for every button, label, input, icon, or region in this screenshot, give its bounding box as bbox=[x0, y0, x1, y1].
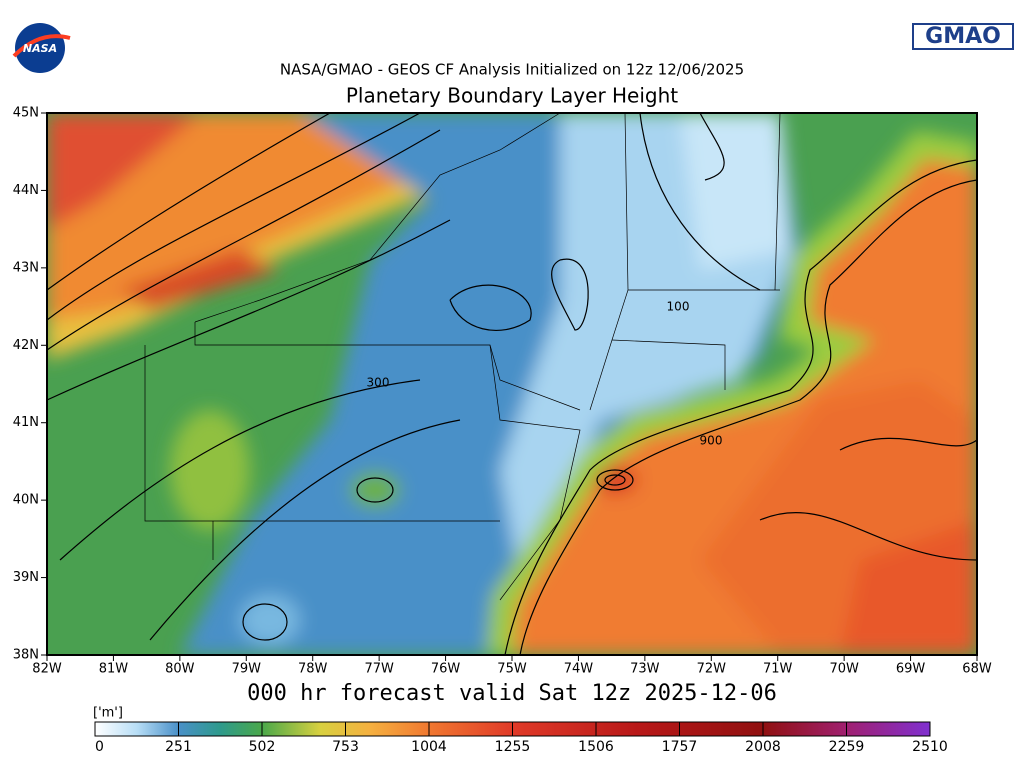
colorbar-label: 1004 bbox=[411, 739, 447, 755]
lat-label: 43N bbox=[13, 260, 39, 275]
lon-label: 79W bbox=[232, 662, 262, 677]
lon-label: 74W bbox=[564, 662, 594, 677]
lon-label: 73W bbox=[630, 662, 660, 677]
subtitle: NASA/GMAO - GEOS CF Analysis Initialized… bbox=[280, 61, 744, 79]
lat-label: 45N bbox=[13, 106, 39, 121]
lon-label: 81W bbox=[99, 662, 129, 677]
title: Planetary Boundary Layer Height bbox=[346, 84, 678, 108]
lon-label: 75W bbox=[497, 662, 527, 677]
lat-label: 41N bbox=[13, 415, 39, 430]
colorbar-label: 753 bbox=[332, 739, 359, 755]
lat-label: 39N bbox=[13, 570, 39, 585]
map-field bbox=[47, 113, 977, 655]
lat-label: 40N bbox=[13, 493, 39, 508]
colorbar-unit: ['m'] bbox=[93, 706, 123, 721]
lon-axis: 82W 81W 80W 79W 78W 77W 76W 75W 74W 73W 72W 71W 70W 6… bbox=[32, 655, 992, 677]
lon-label: 76W bbox=[431, 662, 461, 677]
colorbar-label: 1255 bbox=[495, 739, 531, 755]
contours bbox=[47, 113, 977, 655]
colorbar-label: 2259 bbox=[829, 739, 865, 755]
colorbar-label: 1506 bbox=[578, 739, 614, 755]
valid-time: 000 hr forecast valid Sat 12z 2025-12-06 bbox=[247, 681, 777, 706]
lon-label: 71W bbox=[763, 662, 793, 677]
colorbar-label: 2008 bbox=[745, 739, 781, 755]
colorbar-label: 251 bbox=[165, 739, 192, 755]
lon-label: 78W bbox=[298, 662, 328, 677]
contour-label: 900 bbox=[700, 434, 723, 448]
contour-label: 100 bbox=[667, 300, 690, 314]
gmao-text: GMAO bbox=[925, 24, 1001, 49]
lon-label: 80W bbox=[165, 662, 195, 677]
lat-axis: 45N 44N 43N 42N 41N 40N 39N 38N bbox=[13, 106, 47, 663]
lon-label: 70W bbox=[829, 662, 859, 677]
lon-label: 77W bbox=[364, 662, 394, 677]
colorbar-label: 1757 bbox=[662, 739, 698, 755]
colorbar-label: 2510 bbox=[912, 739, 948, 755]
lon-label: 68W bbox=[962, 662, 992, 677]
colorbar-label: 502 bbox=[249, 739, 276, 755]
lat-label: 38N bbox=[13, 648, 39, 663]
borders bbox=[144, 113, 781, 601]
lat-label: 42N bbox=[13, 338, 39, 353]
contour-labels: 100 300 900 bbox=[367, 300, 723, 448]
nasa-text: NASA bbox=[23, 42, 57, 55]
lon-label: 69W bbox=[896, 662, 926, 677]
gmao-logo: GMAO bbox=[912, 23, 1014, 50]
lon-label: 82W bbox=[32, 662, 62, 677]
contour-label: 300 bbox=[367, 376, 390, 390]
lon-label: 72W bbox=[697, 662, 727, 677]
nasa-logo: NASA bbox=[12, 23, 71, 73]
colorbar-labels: 0 251 502 753 1004 1255 1506 1757 2008 2259 2510 bbox=[94, 722, 948, 755]
colorbar-label: 0 bbox=[95, 739, 104, 755]
lat-label: 44N bbox=[13, 183, 39, 198]
